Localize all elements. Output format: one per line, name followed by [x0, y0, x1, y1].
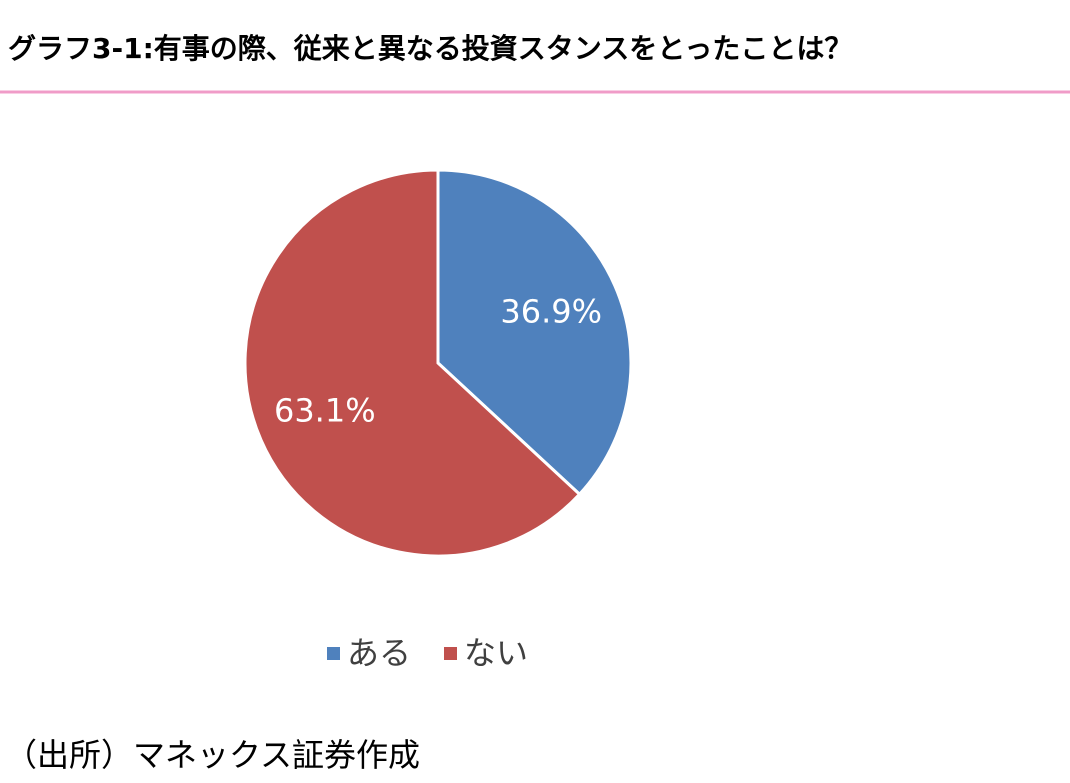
legend-swatch — [444, 647, 457, 660]
legend-label: ない — [464, 634, 528, 672]
legend-label: ある — [347, 634, 411, 672]
data-label: 63.1% — [274, 391, 376, 429]
chart-title: グラフ3-1:有事の際、従来と異なる投資スタンスをとったことは？ — [8, 32, 852, 65]
source-note: （出所）マネックス証券作成 — [5, 736, 420, 774]
pie-slice — [243, 168, 582, 558]
legend-swatch — [327, 647, 340, 660]
pie-slice — [436, 168, 633, 497]
data-label: 36.9% — [500, 293, 602, 331]
